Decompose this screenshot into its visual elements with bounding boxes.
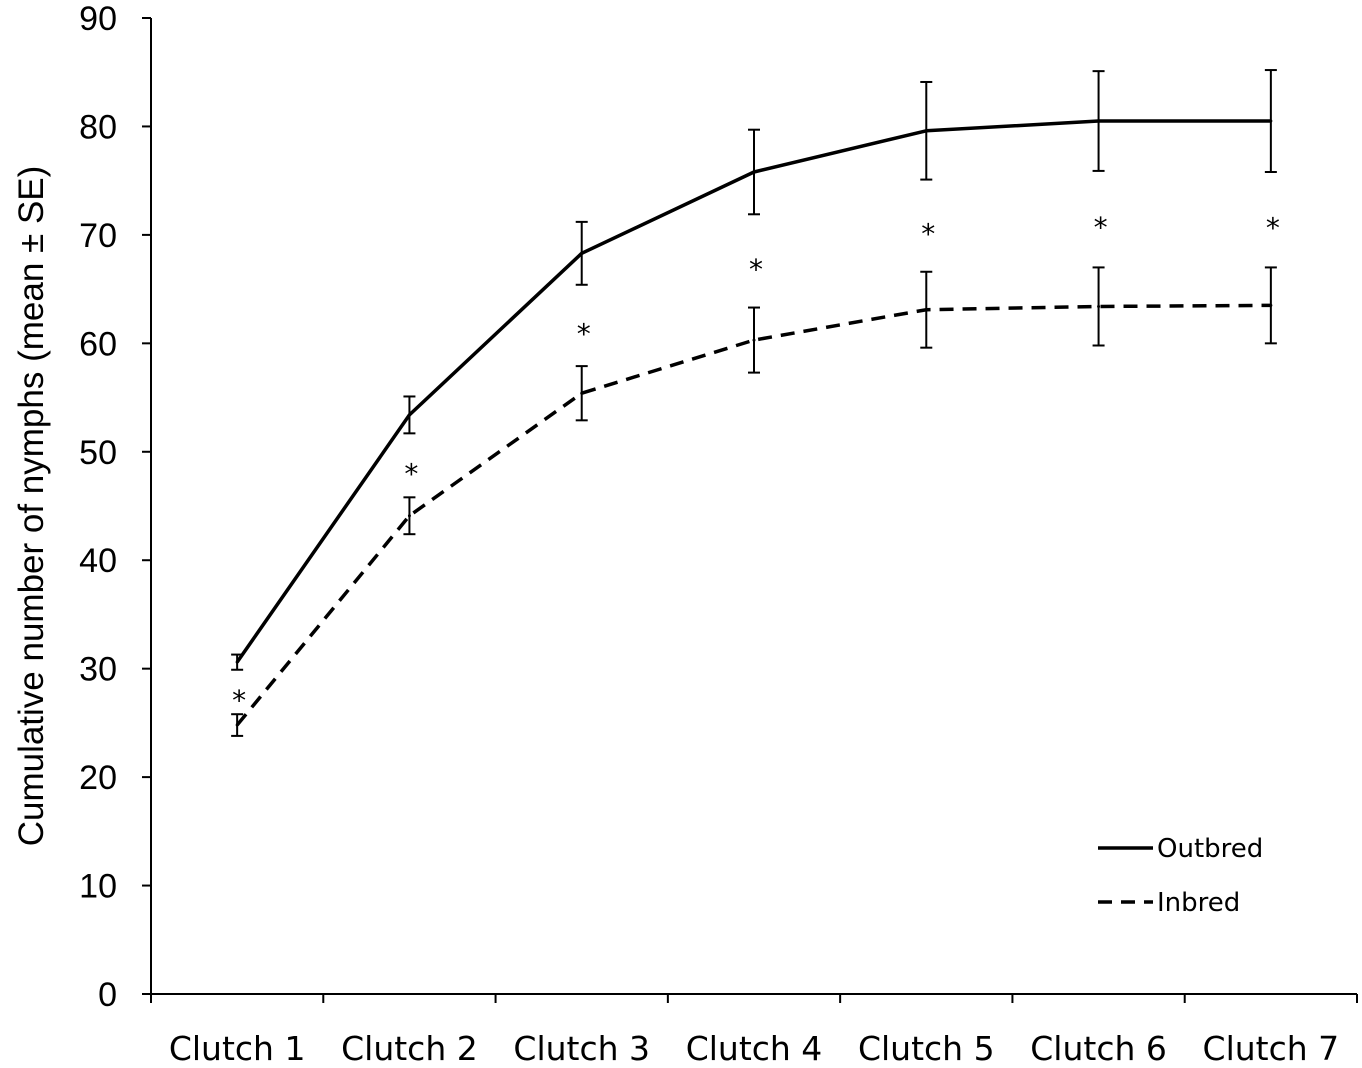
y-tick-label: 10 bbox=[79, 868, 117, 906]
ticks: 0 10 20 30 40 50 60 70 80 90 Clutch 1 Clutch 2 Clutc… bbox=[79, 0, 1358, 1068]
legend: Outbred Inbred bbox=[1098, 834, 1263, 918]
legend-label-inbred: Inbred bbox=[1157, 888, 1240, 918]
error-bar-inbred bbox=[920, 270, 933, 349]
y-tick-label: 60 bbox=[79, 325, 117, 363]
x-tick-label: Clutch 1 bbox=[169, 1029, 306, 1068]
x-tick-label: Clutch 5 bbox=[858, 1029, 995, 1068]
error-bar-outbred bbox=[748, 128, 760, 216]
significance-star: * bbox=[921, 218, 935, 251]
y-tick-label: 90 bbox=[79, 0, 117, 38]
significance-markers: * * * * * * * bbox=[232, 211, 1280, 717]
error-bar-inbred bbox=[1092, 266, 1105, 347]
significance-star: * bbox=[577, 317, 591, 350]
significance-star: * bbox=[404, 457, 418, 490]
y-tick-label: 70 bbox=[79, 217, 117, 255]
x-tick-label: Clutch 7 bbox=[1203, 1029, 1340, 1068]
error-bar-inbred bbox=[575, 365, 588, 422]
error-bar-inbred bbox=[1264, 266, 1277, 345]
significance-star: * bbox=[232, 684, 246, 717]
legend-label-outbred: Outbred bbox=[1157, 834, 1263, 864]
y-tick-label: 20 bbox=[79, 759, 117, 797]
x-tick-label: Clutch 4 bbox=[686, 1029, 823, 1068]
x-tick-label: Clutch 3 bbox=[513, 1029, 650, 1068]
significance-star: * bbox=[749, 253, 763, 286]
x-tick-label: Clutch 2 bbox=[341, 1029, 478, 1068]
error-bar-outbred bbox=[403, 395, 416, 435]
significance-star: * bbox=[1266, 212, 1280, 245]
error-bar-outbred bbox=[231, 653, 244, 671]
error-bars bbox=[231, 69, 1277, 737]
error-bar-outbred bbox=[1264, 69, 1277, 173]
y-tick-label: 80 bbox=[79, 108, 117, 146]
error-bar-inbred bbox=[403, 496, 416, 536]
significance-star: * bbox=[1094, 211, 1108, 244]
error-bar-inbred bbox=[231, 713, 244, 737]
y-tick-label: 30 bbox=[79, 651, 117, 689]
y-tick-label: 40 bbox=[79, 542, 117, 580]
error-bar-outbred bbox=[920, 80, 933, 181]
y-axis-label: Cumulative number of nymphs (mean ± SE) bbox=[12, 166, 51, 847]
y-tick-label: 50 bbox=[79, 434, 117, 472]
error-bar-outbred bbox=[1092, 70, 1105, 172]
error-bar-inbred bbox=[748, 306, 760, 374]
x-tick-label: Clutch 6 bbox=[1030, 1029, 1167, 1068]
error-bar-outbred bbox=[575, 220, 588, 286]
y-tick-label: 0 bbox=[98, 976, 117, 1014]
